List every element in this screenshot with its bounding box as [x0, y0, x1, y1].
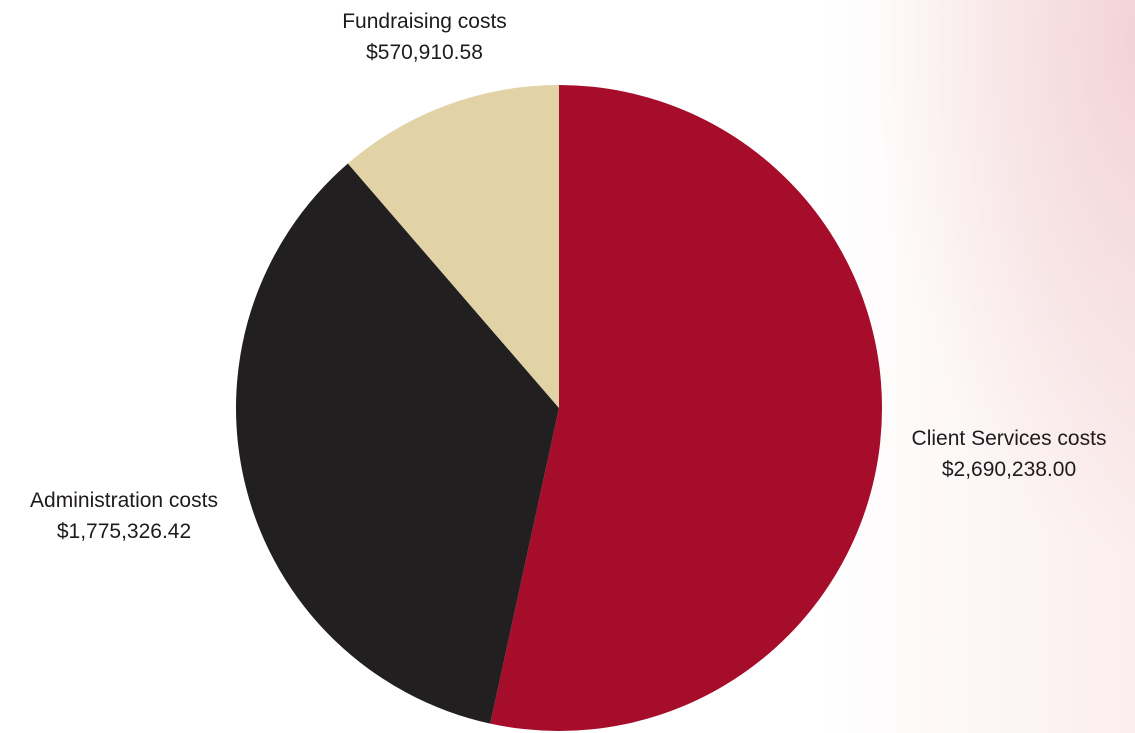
client-services-label: Client Services costs $2,690,238.00 [884, 423, 1134, 485]
administration-slice [236, 163, 559, 724]
client-services-slice [490, 84, 883, 731]
client-services-label-name: Client Services costs [911, 427, 1107, 450]
fundraising-label: Fundraising costs $570,910.58 [322, 6, 527, 68]
administration-label: Administration costs $1,775,326.42 [0, 485, 248, 547]
fundraising-slice [347, 85, 559, 408]
fundraising-label-name: Fundraising costs [342, 10, 507, 33]
client-services-label-value: $2,690,238.00 [941, 458, 1077, 481]
fundraising-label-value: $570,910.58 [366, 41, 483, 64]
administration-label-name: Administration costs [30, 489, 218, 512]
administration-label-value: $1,775,326.42 [56, 520, 192, 543]
